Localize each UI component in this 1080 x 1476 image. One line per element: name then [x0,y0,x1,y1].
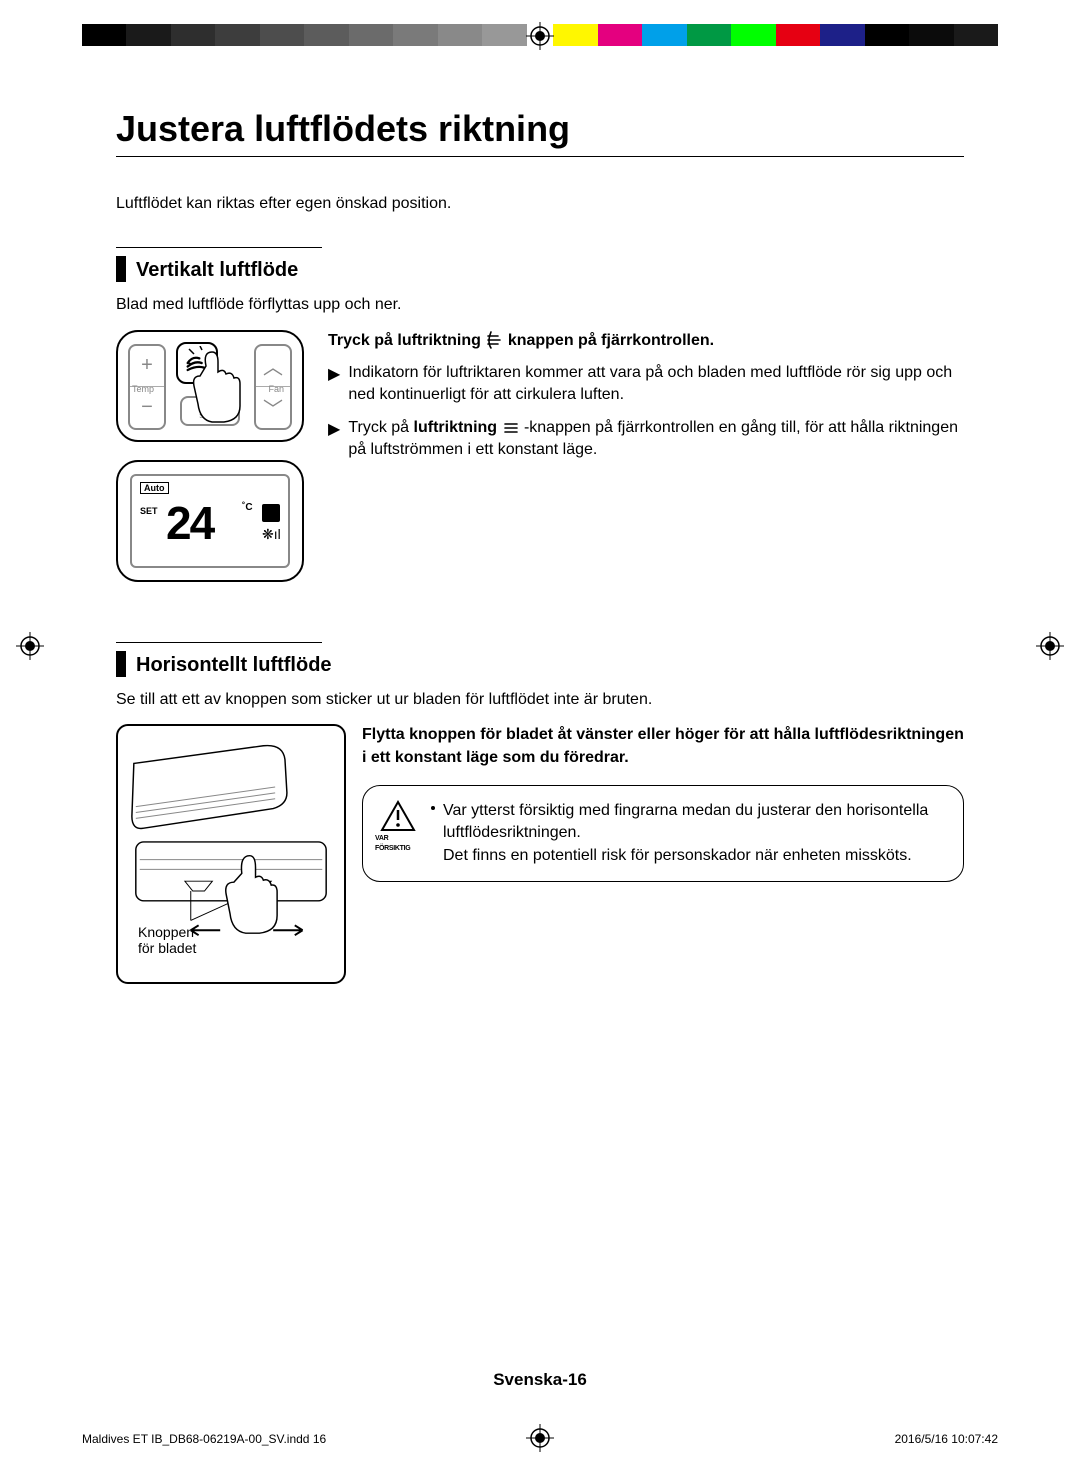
bullet-text: Indikatorn för luftriktaren kommer att v… [348,362,964,407]
section-rule [116,247,322,248]
heading-bar [116,651,126,677]
swatch [909,24,953,46]
instruction-bold: Tryck på luftriktning knappen på fjärrko… [328,330,964,352]
swatch [393,24,437,46]
swatch [82,24,126,46]
swatch [482,24,526,46]
swatch [598,24,642,46]
caution-label: VAR FÖRSIKTIG [375,834,421,854]
fan-indicator-icon: ❋ıl [262,526,280,543]
section-heading: Vertikalt luftflöde [116,256,964,282]
swatch [171,24,215,46]
remote-display-figure: Auto SET 24 ˚C ❋ıl [116,460,304,582]
bullet-text: Tryck på luftriktning -knappen på fjärrk… [348,417,964,462]
bullet-item: ▶ Tryck på luftriktning -knappen på fjär… [328,417,964,462]
swing-indicator-icon [262,504,280,522]
instruction-bold: Flytta knoppen för bladet åt vänster ell… [362,724,964,769]
hand-press-icon [188,346,250,424]
caution-line: Var ytterst försiktig med fingrarna meda… [431,800,947,845]
page: Justera luftflödets riktning Luftflödet … [0,0,1080,1476]
fan-label: Fan [268,384,284,394]
swatch [304,24,348,46]
swatch [820,24,864,46]
heading-bar [116,256,126,282]
swatch [438,24,482,46]
registration-mark-icon [16,632,44,660]
figure-column: + − Temp good' sleep ︿ ﹀ Fan [116,330,304,582]
blade-knob-label: Knoppen för bladet [138,924,196,956]
swatch [776,24,820,46]
section-title: Horisontellt luftflöde [136,654,332,677]
swatch [553,24,597,46]
page-number: Svenska-16 [0,1370,1080,1390]
arrow-right-icon: ▶ [328,364,340,407]
section-heading: Horisontellt luftflöde [116,651,964,677]
swing-icon [502,418,520,438]
footer-timestamp: 2016/5/16 10:07:42 [895,1432,998,1446]
caution-symbol: VAR FÖRSIKTIG [375,800,421,867]
rule [116,156,964,157]
ac-unit-figure: Knoppen för bladet [116,724,346,984]
content: Justera luftflödets riktning Luftflödet … [116,108,964,984]
swatch [642,24,686,46]
registration-mark-icon [1036,632,1064,660]
section-title: Vertikalt luftflöde [136,259,298,282]
section-lead: Se till att ett av knoppen som sticker u… [116,689,964,711]
caution-line: Det finns en potentiell risk för persons… [431,845,947,867]
swatch [731,24,775,46]
intro-text: Luftflödet kan riktas efter egen önskad … [116,195,964,213]
display-frame: Auto SET 24 ˚C ❋ıl [130,474,290,568]
warning-triangle-icon [380,800,416,832]
section-lead: Blad med luftflöde förflyttas upp och ne… [116,294,964,316]
swatch [865,24,909,46]
section-row: + − Temp good' sleep ︿ ﹀ Fan [116,330,964,582]
temp-unit: ˚C [242,502,253,513]
page-title: Justera luftflödets riktning [116,108,964,150]
swatch [215,24,259,46]
mode-pill: Auto [140,482,169,494]
bullet-item: ▶ Indikatorn för luftriktaren kommer att… [328,362,964,407]
swatch [687,24,731,46]
footer-filename: Maldives ET IB_DB68-06219A-00_SV.indd 16 [82,1432,326,1446]
caution-box: VAR FÖRSIKTIG Var ytterst försiktig med … [362,785,964,882]
swatch [260,24,304,46]
swatch [126,24,170,46]
bullet-dot-icon [431,806,435,810]
remote-buttons-figure: + − Temp good' sleep ︿ ﹀ Fan [116,330,304,442]
registration-mark-icon [526,22,554,50]
plus-icon: + [130,346,164,387]
temp-value: 24 [166,496,213,550]
registration-mark-icon [526,1424,554,1452]
swatch [954,24,998,46]
section-body: Flytta knoppen för bladet åt vänster ell… [362,724,964,984]
caution-text: Var ytterst försiktig med fingrarna meda… [431,800,947,867]
display-icons: ❋ıl [262,504,280,544]
section-body: Tryck på luftriktning knappen på fjärrko… [328,330,964,582]
temp-label: Temp [132,384,154,394]
chevron-up-icon: ︿ [256,346,290,387]
section-rule [116,642,322,643]
swatch [349,24,393,46]
set-label: SET [140,506,158,516]
swing-icon [485,330,503,350]
section-row: Knoppen för bladet Flytta knoppen för bl… [116,724,964,984]
arrow-right-icon: ▶ [328,419,340,462]
